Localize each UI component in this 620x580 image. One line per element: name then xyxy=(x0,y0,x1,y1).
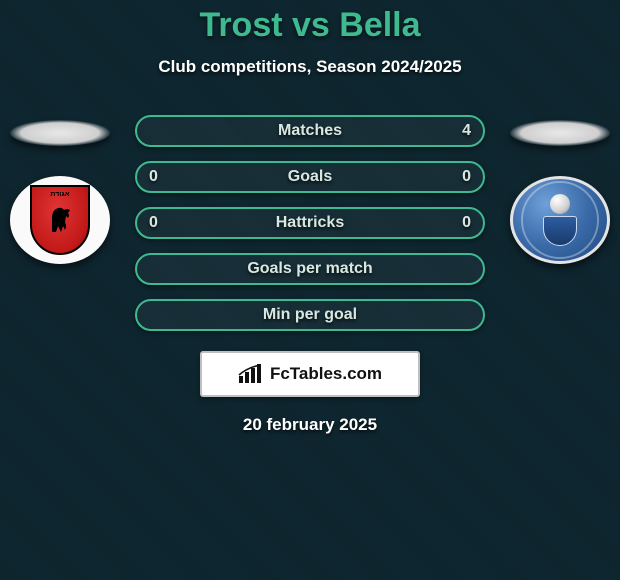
red-shield-icon: אגודת xyxy=(30,185,90,255)
stat-row-matches: Matches 4 xyxy=(135,115,485,147)
site-label: FcTables.com xyxy=(270,364,382,384)
stat-row-hattricks: 0 Hattricks 0 xyxy=(135,207,485,239)
stat-left-value: 0 xyxy=(149,168,158,186)
player-right-silhouette xyxy=(510,120,610,146)
date-text: 20 february 2025 xyxy=(243,415,377,435)
logo-right-ring-icon xyxy=(521,181,599,259)
stat-left-value: 0 xyxy=(149,214,158,232)
stat-row-min-per-goal: Min per goal xyxy=(135,299,485,331)
stats-list: Matches 4 0 Goals 0 0 Hattricks 0 Goals … xyxy=(135,115,485,331)
stat-label: Min per goal xyxy=(263,306,357,324)
player-left-column: אגודת xyxy=(10,120,110,264)
stat-right-value: 0 xyxy=(462,214,471,232)
stat-label: Matches xyxy=(278,122,342,140)
site-attribution[interactable]: FcTables.com xyxy=(200,351,420,397)
logo-left-hebrew-text: אגודת xyxy=(50,191,69,198)
stat-row-goals-per-match: Goals per match xyxy=(135,253,485,285)
page-subtitle: Club competitions, Season 2024/2025 xyxy=(158,57,461,77)
stat-label: Hattricks xyxy=(276,214,344,232)
lion-icon xyxy=(48,204,72,234)
bars-icon xyxy=(238,364,264,384)
player-right-column xyxy=(510,120,610,264)
stat-label: Goals xyxy=(288,168,332,186)
stat-row-goals: 0 Goals 0 xyxy=(135,161,485,193)
player-right-logo xyxy=(510,176,610,264)
page-title: Trost vs Bella xyxy=(199,6,420,45)
stat-label: Goals per match xyxy=(247,260,372,278)
player-left-logo: אגודת xyxy=(10,176,110,264)
stat-right-value: 4 xyxy=(462,122,471,140)
stat-right-value: 0 xyxy=(462,168,471,186)
player-left-silhouette xyxy=(10,120,110,146)
content-root: Trost vs Bella Club competitions, Season… xyxy=(0,0,620,580)
